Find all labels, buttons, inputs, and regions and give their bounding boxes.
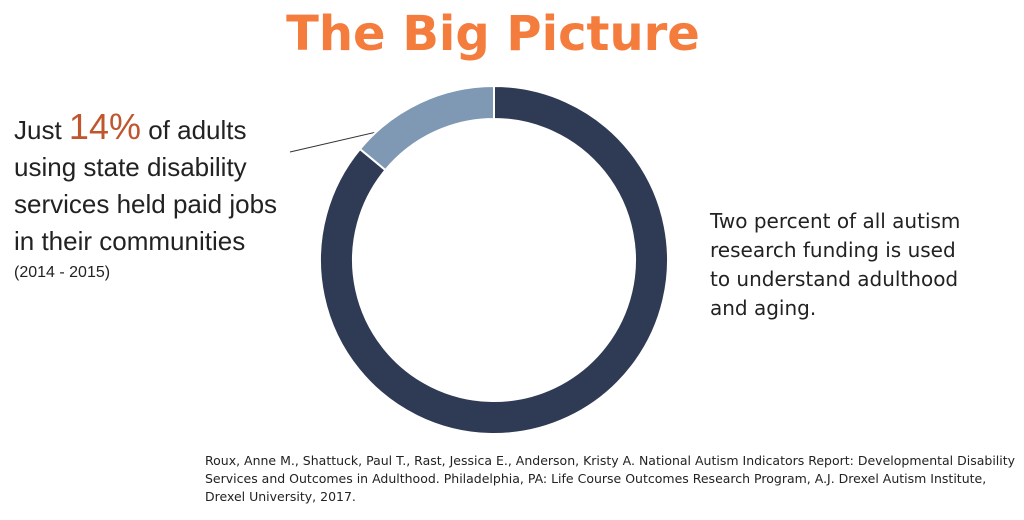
annotation-text: services held paid jobs (14, 189, 278, 219)
source-line: Drexel University, 2017. (205, 489, 356, 504)
value-label: 14% (68, 106, 141, 147)
note: Two percent of all autism research fundin… (710, 207, 960, 323)
annotation: Just 14% of adults using state disabilit… (14, 108, 277, 284)
source-line: Roux, Anne M., Shattuck, Paul T., Rast, … (205, 453, 1016, 468)
annotation-text: in their communities (14, 226, 246, 256)
annotation-text: using state disability (14, 152, 247, 182)
annotation-text: of adults (148, 115, 247, 145)
annotation-period: (2014 - 2015) (14, 264, 111, 281)
note-line: and aging. (710, 296, 817, 320)
annotation-text: Just (14, 115, 62, 145)
note-line: research funding is used (710, 238, 956, 262)
source-line: Services and Outcomes in Adulthood. Phil… (205, 471, 987, 486)
donut-segment (358, 84, 495, 172)
source: Roux, Anne M., Shattuck, Paul T., Rast, … (205, 452, 1015, 506)
note-line: Two percent of all autism (710, 209, 961, 233)
note-line: to understand adulthood (710, 267, 959, 291)
donut-segment (319, 84, 669, 435)
chart-title: The Big Picture (286, 6, 700, 62)
